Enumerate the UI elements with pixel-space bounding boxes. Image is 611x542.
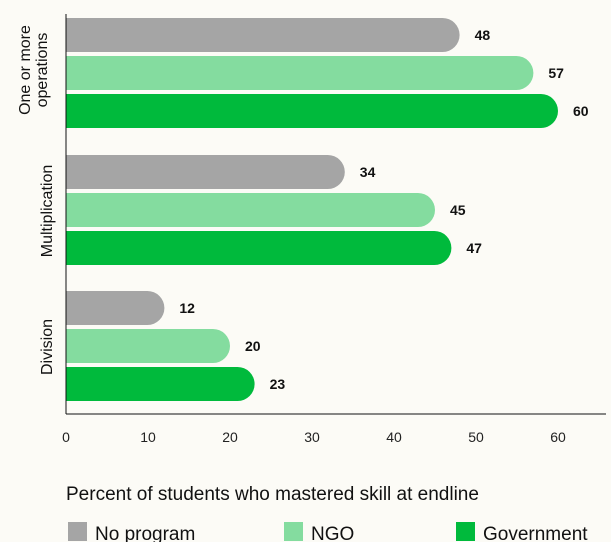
value-label-one-or-more-operations-ngo: 57 [548, 65, 564, 81]
bar-division-no-program [66, 291, 165, 325]
value-label-division-ngo: 20 [245, 338, 261, 354]
bar-multiplication-ngo [66, 193, 435, 227]
bar-multiplication-no-program [66, 155, 345, 189]
legend-item-ngo: NGO [284, 522, 354, 542]
value-label-multiplication-government: 47 [466, 240, 482, 256]
x-axis-label: Percent of students who mastered skill a… [66, 484, 479, 505]
value-label-one-or-more-operations-no-program: 48 [475, 27, 491, 43]
x-tick-label-30: 30 [304, 429, 320, 445]
bar-division-government [66, 367, 255, 401]
bar-multiplication-government [66, 231, 452, 265]
legend-item-no-program: No program [68, 522, 195, 542]
value-label-multiplication-no-program: 34 [360, 164, 376, 180]
value-labels-group: 48 57 60 34 45 47 12 20 23 [179, 27, 588, 392]
axes-group [65, 14, 606, 415]
legend-item-government: Government [456, 522, 588, 542]
legend-label-no-program: No program [95, 524, 195, 542]
category-label-multiplication: Multiplication [39, 165, 56, 257]
legend-label-government: Government [483, 524, 588, 542]
category-labels-group: One or moreoperations Multiplication Divis… [17, 25, 56, 375]
x-tick-label-0: 0 [62, 429, 70, 445]
x-tick-label-20: 20 [222, 429, 238, 445]
bar-division-ngo [66, 329, 230, 363]
value-label-one-or-more-operations-government: 60 [573, 103, 589, 119]
bar-one-or-more-operations-government [66, 94, 558, 128]
value-label-division-government: 23 [270, 376, 286, 392]
legend-swatch-ngo [284, 522, 303, 541]
x-tick-labels-group: 0 10 20 30 40 50 60 [62, 429, 566, 445]
value-label-multiplication-ngo: 45 [450, 202, 466, 218]
category-label-one-or-more-operations: One or moreoperations [17, 25, 51, 115]
bar-one-or-more-operations-no-program [66, 18, 460, 52]
x-tick-label-60: 60 [550, 429, 566, 445]
legend-swatch-government [456, 522, 475, 541]
legend-label-ngo: NGO [311, 524, 354, 542]
bar-one-or-more-operations-ngo [66, 56, 534, 90]
bars-group [66, 18, 558, 401]
legend: No program NGO Government [68, 522, 588, 542]
legend-swatch-no-program [68, 522, 87, 541]
category-label-division: Division [39, 319, 56, 375]
value-label-division-no-program: 12 [179, 300, 195, 316]
x-tick-label-10: 10 [140, 429, 156, 445]
x-tick-label-50: 50 [468, 429, 484, 445]
x-tick-label-40: 40 [386, 429, 402, 445]
